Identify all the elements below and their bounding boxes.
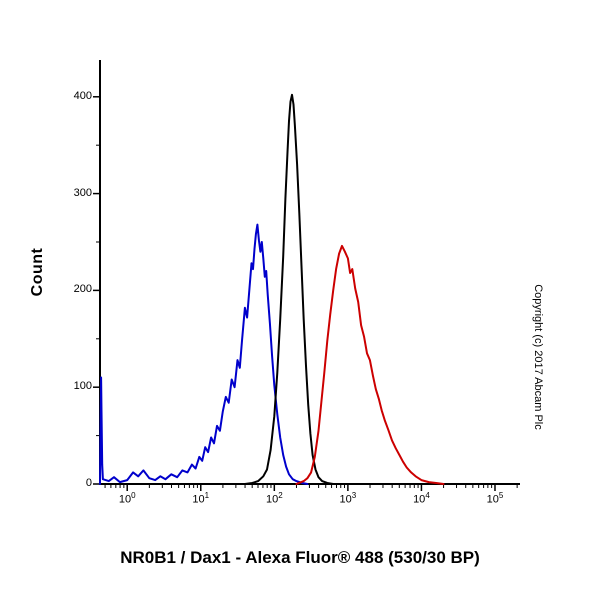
x-tick-label: 105 <box>486 491 504 506</box>
y-tick-label: 400 <box>73 89 92 102</box>
x-tick-label: 104 <box>413 491 430 506</box>
y-axis-label: Count <box>29 247 46 297</box>
curve-red-histogram <box>295 244 445 485</box>
y-tick-label: 300 <box>73 186 92 199</box>
y-tick-label: 0 <box>85 477 92 489</box>
y-tick-label: 100 <box>73 380 92 393</box>
copyright-notice: Copyright (c) 2017 Abcam Plc <box>532 284 544 430</box>
figure-caption: NR0B1 / Dax1 - Alexa Fluor® 488 (530/30 … <box>120 548 480 567</box>
y-tick-label: 200 <box>73 283 92 296</box>
curve-black-histogram <box>243 93 335 485</box>
x-tick-label: 100 <box>118 491 136 506</box>
x-tick-label: 102 <box>265 491 283 506</box>
curve-blue-histogram <box>99 223 309 485</box>
x-tick-label: 103 <box>339 491 357 506</box>
x-tick-label: 101 <box>192 491 210 506</box>
